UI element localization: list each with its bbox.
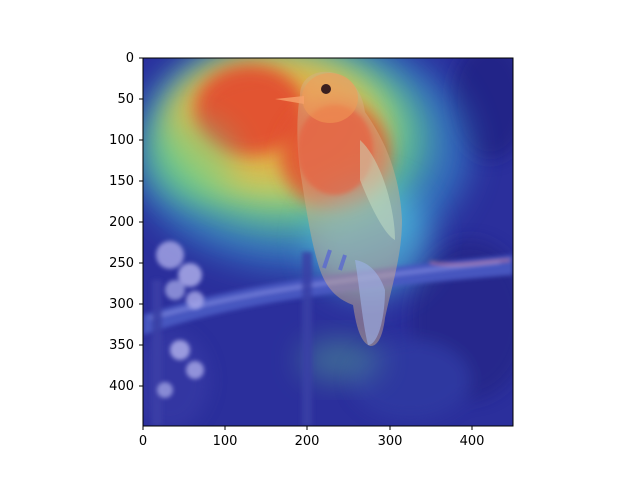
bird [275,71,402,347]
bird-head [302,73,358,123]
bird-tail [355,260,385,345]
bird-breast [297,105,373,195]
x-tick-label: 200 [295,434,320,449]
x-tick-labels: 0 100 200 300 400 [139,434,485,449]
y-tick-label: 300 [109,297,134,312]
x-tick-label: 100 [213,434,238,449]
y-tick-label: 150 [109,174,134,189]
y-tick-labels: 0 50 100 150 200 250 300 350 400 [109,51,134,394]
bird-beak [275,96,304,104]
y-tick-label: 350 [109,338,134,353]
y-tick-label: 250 [109,256,134,271]
plot-frame [142,57,514,427]
y-tick-label: 50 [117,92,134,107]
y-axis [139,57,143,387]
image-panel [143,58,513,426]
flowers [156,241,204,398]
x-tick-label: 0 [139,434,147,449]
y-tick-label: 100 [109,133,134,148]
bird-eye [321,84,331,94]
x-tick-label: 300 [378,434,403,449]
x-tick-label: 400 [460,434,485,449]
y-tick-label: 0 [126,51,134,66]
x-axis [142,426,473,430]
y-tick-label: 400 [109,379,134,394]
bird-wing [360,140,395,240]
branch [143,252,513,426]
y-tick-label: 200 [109,215,134,230]
